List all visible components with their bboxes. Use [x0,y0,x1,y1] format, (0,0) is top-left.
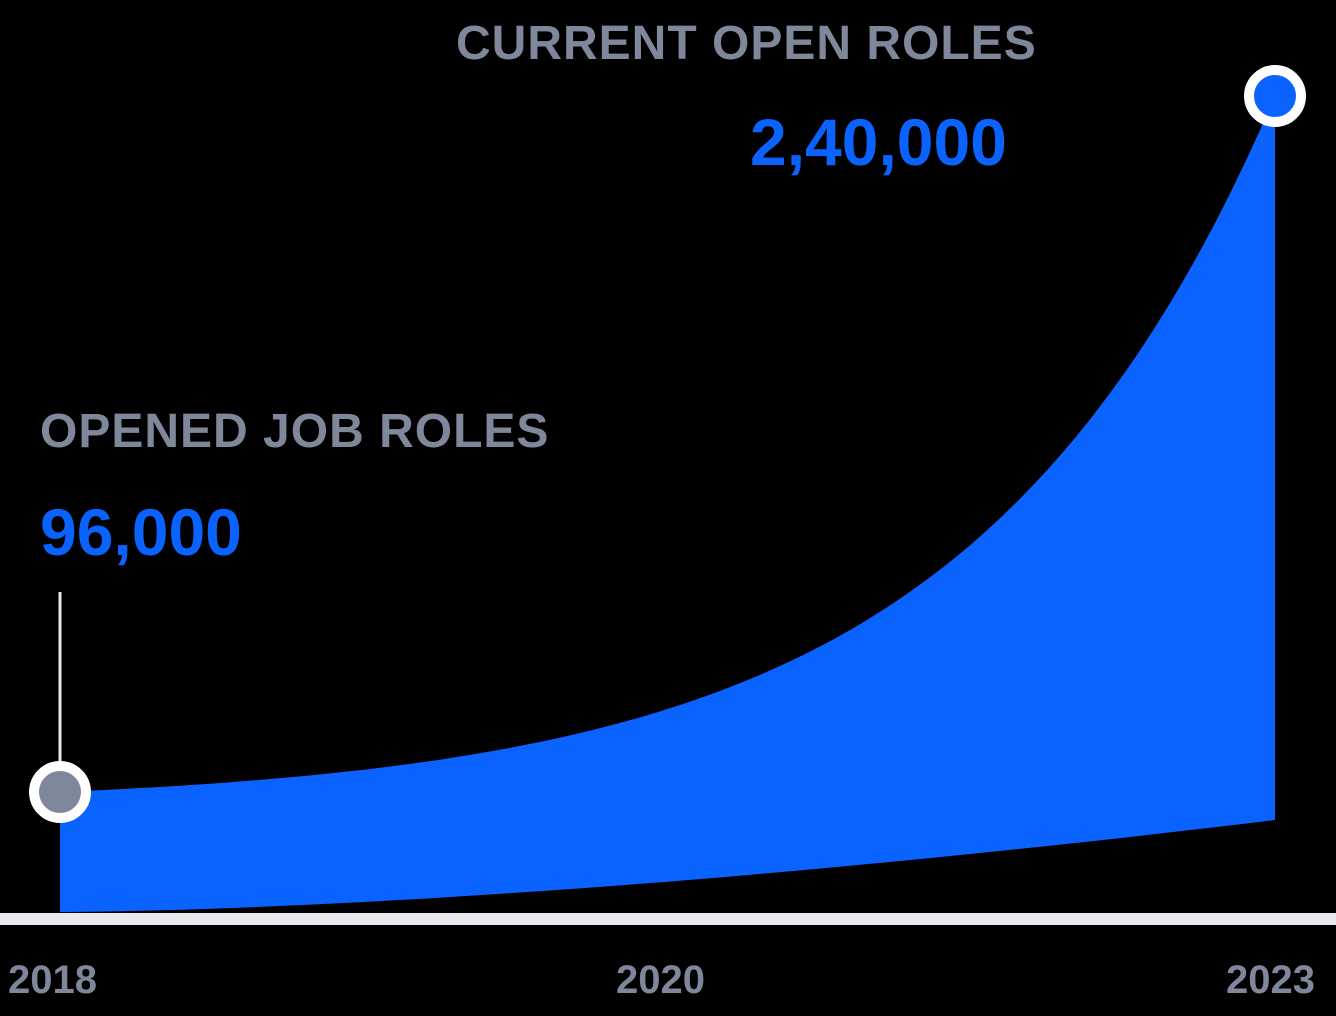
end-point-marker [1244,65,1306,127]
start-point-marker [29,761,91,823]
current-open-roles-label: CURRENT OPEN ROLES [456,17,1037,70]
x-tick-label-2020: 2020 [616,958,705,1002]
opened-job-roles-value: 96,000 [40,495,242,569]
x-tick-label-2023: 2023 [1226,958,1315,1002]
area-fill [60,96,1275,912]
opened-job-roles-label: OPENED JOB ROLES [40,405,550,458]
x-tick-label-2018: 2018 [8,958,97,1002]
current-open-roles-value: 2,40,000 [750,105,1007,179]
